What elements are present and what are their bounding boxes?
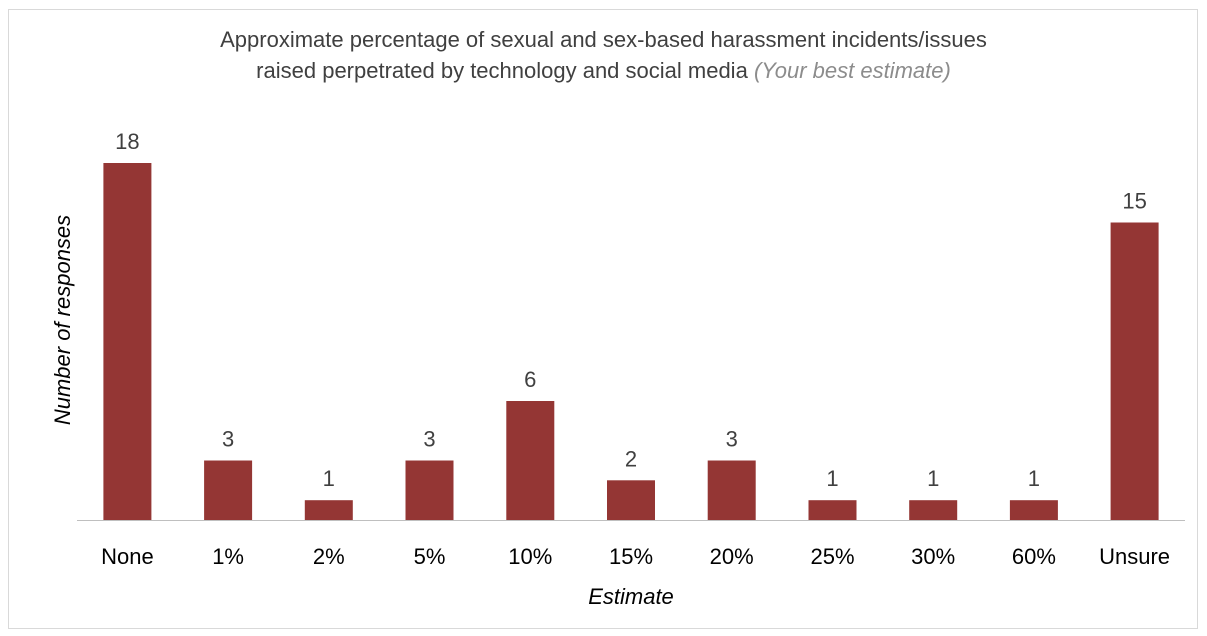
bar-30pct xyxy=(909,500,957,520)
value-label: 1 xyxy=(323,466,335,491)
bar-1pct xyxy=(204,461,252,521)
x-tick-label: 5% xyxy=(414,544,446,569)
bar-2pct xyxy=(305,500,353,520)
value-label: 3 xyxy=(726,427,738,452)
x-tick-label: 1% xyxy=(212,544,244,569)
value-labels-layer: 18 3 1 3 6 2 3 1 1 1 15 xyxy=(115,129,1147,491)
x-tick-label: 15% xyxy=(609,544,653,569)
x-axis-title: Estimate xyxy=(588,584,674,609)
value-label: 15 xyxy=(1122,189,1146,214)
value-label: 3 xyxy=(423,427,435,452)
value-label: 1 xyxy=(826,466,838,491)
bar-20pct xyxy=(708,461,756,521)
bar-60pct xyxy=(1010,500,1058,520)
bar-unsure xyxy=(1111,223,1159,521)
bar-15pct xyxy=(607,480,655,520)
y-axis-title: Number of responses xyxy=(50,215,75,425)
x-tick-label: 60% xyxy=(1012,544,1056,569)
bar-25pct xyxy=(809,500,857,520)
value-label: 18 xyxy=(115,129,139,154)
value-label: 6 xyxy=(524,367,536,392)
value-label: 2 xyxy=(625,446,637,471)
x-tick-label: None xyxy=(101,544,154,569)
tick-labels-layer: None 1% 2% 5% 10% 15% 20% 25% 30% 60% Unsure xyxy=(101,544,1170,569)
bar-none xyxy=(103,163,151,520)
x-tick-label: 2% xyxy=(313,544,345,569)
value-label: 3 xyxy=(222,427,234,452)
x-tick-label: Unsure xyxy=(1099,544,1170,569)
x-tick-label: 30% xyxy=(911,544,955,569)
bar-5pct xyxy=(406,461,454,521)
x-tick-label: 20% xyxy=(710,544,754,569)
bar-10pct xyxy=(506,401,554,520)
x-tick-label: 10% xyxy=(508,544,552,569)
value-label: 1 xyxy=(1028,466,1040,491)
value-label: 1 xyxy=(927,466,939,491)
x-tick-label: 25% xyxy=(810,544,854,569)
